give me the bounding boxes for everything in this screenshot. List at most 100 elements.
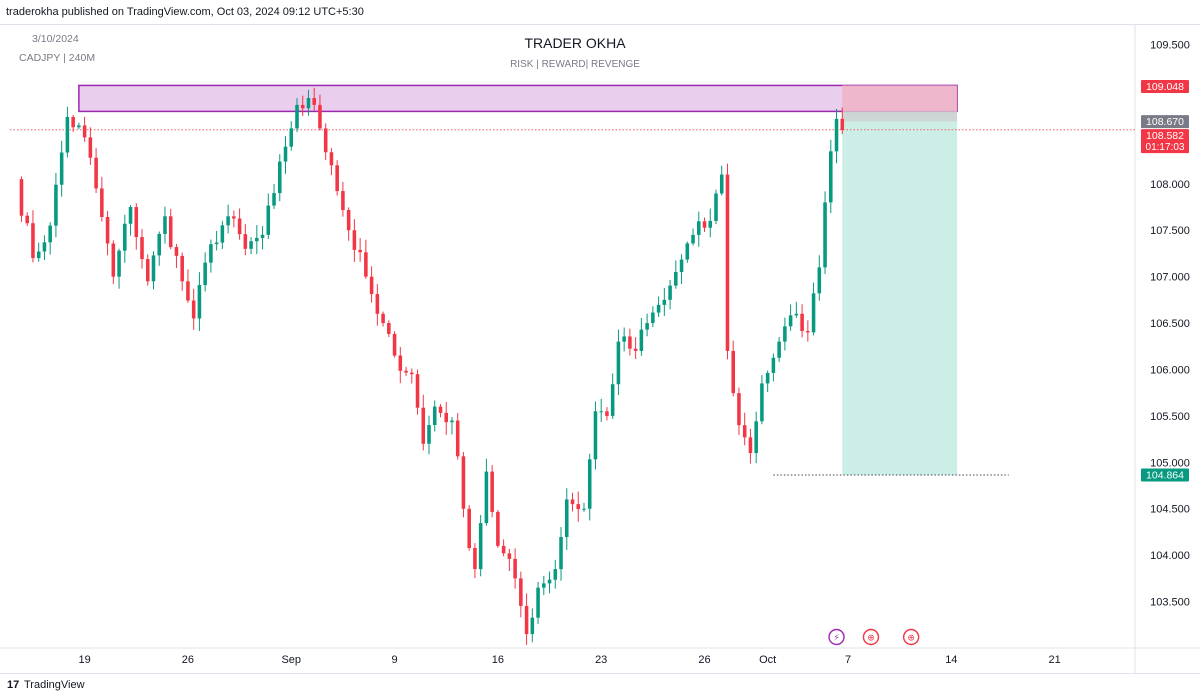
supply-zone[interactable]: [78, 84, 958, 113]
target-price-label-bg: [1141, 468, 1189, 482]
candle: [737, 387, 741, 436]
price-tick-label: 107.500: [1150, 225, 1190, 237]
candle: [237, 208, 242, 240]
candle: [306, 89, 311, 116]
candle-body: [19, 179, 24, 216]
candle: [65, 106, 70, 158]
candle-body: [295, 104, 299, 129]
target-zone[interactable]: [842, 121, 958, 475]
candle: [404, 366, 408, 376]
candle-body: [530, 617, 535, 635]
candle: [415, 369, 420, 415]
candle-body: [82, 125, 87, 138]
candle: [519, 571, 523, 618]
candle-body: [94, 157, 98, 189]
candle: [605, 407, 609, 421]
stop-price-label-bg: [1141, 80, 1189, 94]
price-tick-label: 103.500: [1150, 597, 1190, 609]
candlestick-chart[interactable]: 109.500 108.000 107.500 107.000 106.500 106.0…: [0, 0, 1200, 673]
candle-body: [559, 537, 563, 570]
candle-body: [31, 223, 35, 259]
candle-body: [771, 357, 776, 373]
candle-body: [507, 553, 512, 559]
candle: [117, 248, 121, 289]
candle: [300, 95, 305, 116]
candle-body: [243, 234, 248, 249]
event-icon-glyph: ⚡: [833, 634, 839, 644]
candle-body: [829, 151, 833, 203]
candle-body: [501, 545, 506, 554]
candle: [209, 239, 213, 273]
symbol-info[interactable]: CADJPY | 240M: [19, 52, 95, 64]
tradingview-logo-icon[interactable]: 17: [7, 679, 20, 691]
candle: [151, 251, 156, 290]
candle: [559, 527, 563, 581]
entry-strip[interactable]: [842, 111, 958, 122]
candle-body: [685, 243, 690, 260]
candle-body: [840, 118, 845, 130]
candle-body: [266, 205, 271, 235]
candle: [145, 254, 150, 286]
event-icon-glyph: ⊕: [867, 634, 875, 644]
candle-body: [329, 152, 334, 166]
candle: [214, 230, 219, 251]
candle: [392, 331, 397, 358]
candle: [381, 311, 385, 327]
candle-body: [186, 281, 190, 301]
candle-body: [708, 220, 713, 228]
candle-body: [691, 234, 695, 244]
chart-title: TRADER OKHA: [524, 35, 626, 51]
candle: [318, 94, 322, 131]
price-tick-label: 105.500: [1150, 411, 1190, 423]
target-price-label[interactable]: 104.864: [1146, 469, 1184, 481]
current-price-label[interactable]: 108.582: [1146, 130, 1184, 142]
candle: [783, 317, 787, 351]
candle-body: [450, 420, 454, 423]
candle: [651, 306, 655, 328]
candle-body: [174, 247, 179, 256]
candle: [507, 548, 512, 572]
lightning-event-icon[interactable]: ⚡: [828, 628, 845, 646]
stop-zone[interactable]: [842, 85, 958, 112]
candle-body: [140, 237, 144, 260]
candle-body: [777, 341, 781, 358]
candle: [59, 140, 64, 197]
candle: [260, 225, 265, 250]
candle-body: [226, 216, 230, 226]
stop-price-label[interactable]: 109.048: [1146, 81, 1184, 93]
candle-body: [421, 407, 426, 444]
candle: [696, 211, 701, 247]
time-axis: 19 26 Sep 9 16 23 26 Oct 7 14 21: [78, 654, 1060, 666]
candle: [432, 400, 437, 432]
time-tick-label: 19: [78, 654, 90, 666]
candle-body: [783, 326, 787, 342]
tradingview-brand[interactable]: TradingView: [24, 679, 85, 691]
candle: [679, 254, 684, 285]
candle: [174, 244, 179, 268]
candle: [42, 235, 47, 261]
time-tick-label: Oct: [759, 654, 776, 666]
candle: [616, 329, 621, 395]
entry-price-label[interactable]: 108.670: [1146, 116, 1184, 128]
canada-flag-event-icon[interactable]: ⊕: [862, 628, 880, 646]
candle-body: [358, 249, 362, 253]
candle: [823, 191, 827, 274]
candle-body: [473, 548, 477, 570]
candle: [111, 240, 116, 284]
candle: [157, 231, 162, 266]
candle-body: [731, 350, 735, 394]
candle-body: [105, 216, 110, 244]
candle-body: [788, 315, 793, 327]
candle-body: [249, 241, 253, 249]
candle: [765, 370, 770, 393]
candle-body: [392, 333, 397, 356]
candle: [496, 510, 500, 548]
candle: [123, 214, 127, 263]
candle-body: [725, 174, 730, 351]
candle-body: [88, 137, 93, 158]
candle-body: [260, 234, 265, 238]
price-tick-label: 106.500: [1150, 318, 1190, 330]
candle: [197, 272, 202, 331]
canada-flag-event-icon-2[interactable]: ⊕: [902, 628, 920, 646]
candle: [628, 328, 632, 356]
